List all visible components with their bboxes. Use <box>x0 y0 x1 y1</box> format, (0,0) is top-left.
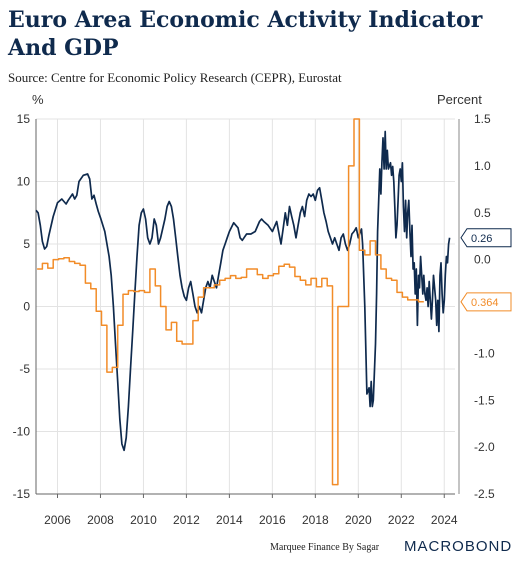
y-right-tick-label: 0.5 <box>474 206 491 220</box>
chart-subtitle: Source: Centre for Economic Policy Resea… <box>8 70 342 85</box>
y-left-tick-label: 10 <box>17 175 31 189</box>
y-right-tick-label: -2.5 <box>474 487 495 501</box>
footer-credit: Marquee Finance By Sagar <box>270 542 380 553</box>
y-left-tick-label: -15 <box>13 487 31 501</box>
y-left-tick-label: 15 <box>17 112 31 126</box>
macrobond-logo: MACROBOND <box>404 538 513 555</box>
last-value-tag-box <box>460 228 512 248</box>
y-right-unit: Percent <box>437 92 482 107</box>
x-tick-label: 2022 <box>388 513 415 527</box>
x-tick-label: 2010 <box>130 513 157 527</box>
last-value-tag-text: 0.26 <box>471 233 492 245</box>
last-value-tag-box <box>460 292 512 312</box>
activity-indicator-line <box>35 130 451 452</box>
x-tick-label: 2014 <box>216 513 243 527</box>
axes: 15 10 5 0 -5 -10 -15 2006 2008 2010 2012 2014 2016 20… <box>13 92 495 527</box>
series-layer <box>35 118 451 486</box>
y-left-tick-label: 5 <box>23 237 30 251</box>
value-labels: 0.26 0.364 <box>460 228 512 312</box>
y-right-tick-label: -1.5 <box>474 393 495 407</box>
y-left-tick-label: -5 <box>19 362 30 376</box>
y-left-tick-label: -10 <box>13 425 31 439</box>
y-right-tick-label: -1.0 <box>474 346 495 360</box>
x-tick-label: 2006 <box>44 513 71 527</box>
x-tick-label: 2024 <box>431 513 458 527</box>
y-right-tick-label: -2.0 <box>474 440 495 454</box>
last-value-tag-text: 0.364 <box>471 297 499 309</box>
x-tick-label: 2016 <box>259 513 286 527</box>
y-right-tick-label: 0.0 <box>474 253 491 267</box>
last-value-tag-activity: 0.26 <box>460 228 512 248</box>
y-left-unit: % <box>32 92 44 107</box>
gdp-line <box>37 118 424 486</box>
x-tick-label: 2018 <box>302 513 329 527</box>
y-right-tick-label: 1.0 <box>474 159 491 173</box>
y-right-tick-label: 1.5 <box>474 112 491 126</box>
x-tick-label: 2020 <box>345 513 372 527</box>
y-left-tick-label: 0 <box>23 300 30 314</box>
last-value-tag-gdp: 0.364 <box>460 292 512 312</box>
x-tick-label: 2008 <box>87 513 114 527</box>
x-tick-label: 2012 <box>173 513 200 527</box>
chart-title: Euro Area Economic Activity Indicator An… <box>8 7 483 61</box>
